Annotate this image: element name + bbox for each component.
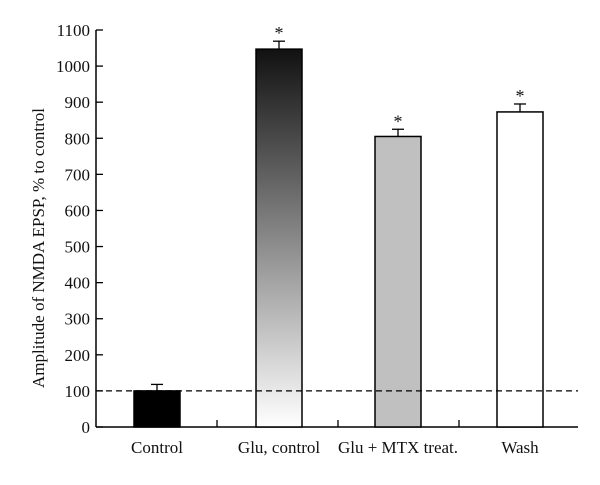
- y-tick-label: 700: [65, 165, 91, 184]
- y-tick-label: 400: [65, 274, 91, 293]
- y-tick-label: 500: [65, 238, 91, 257]
- category-label: Glu + MTX treat.: [338, 438, 458, 457]
- bar-4: [496, 111, 544, 428]
- bars: [96, 40, 578, 428]
- y-tick-label: 1100: [57, 21, 90, 40]
- y-tick-label: 1000: [56, 57, 90, 76]
- significance-marker: *: [516, 86, 525, 106]
- y-tick-label: 200: [65, 346, 91, 365]
- bar-1: [133, 390, 181, 428]
- y-tick-label: 0: [82, 418, 91, 437]
- category-label: Glu, control: [238, 438, 320, 457]
- y-axis-title: Amplitude of NMDA EPSP, % to control: [29, 108, 48, 388]
- labels: Control * Glu, control * Glu + MTX treat. * Wa…: [131, 23, 539, 457]
- category-label: Control: [131, 438, 183, 457]
- y-tick-label: 300: [65, 310, 91, 329]
- category-label: Wash: [501, 438, 539, 457]
- y-tick-label: 600: [65, 201, 91, 220]
- axes: 0 100 200 300 400 500 600 700 800 900 1000 1100: [56, 21, 578, 437]
- bar-3: [374, 135, 422, 428]
- bar-2: [255, 48, 303, 428]
- significance-marker: *: [394, 111, 403, 131]
- significance-marker: *: [275, 23, 284, 43]
- y-tick-label: 900: [65, 93, 91, 112]
- y-tick-label: 800: [65, 129, 91, 148]
- y-tick-label: 100: [65, 382, 91, 401]
